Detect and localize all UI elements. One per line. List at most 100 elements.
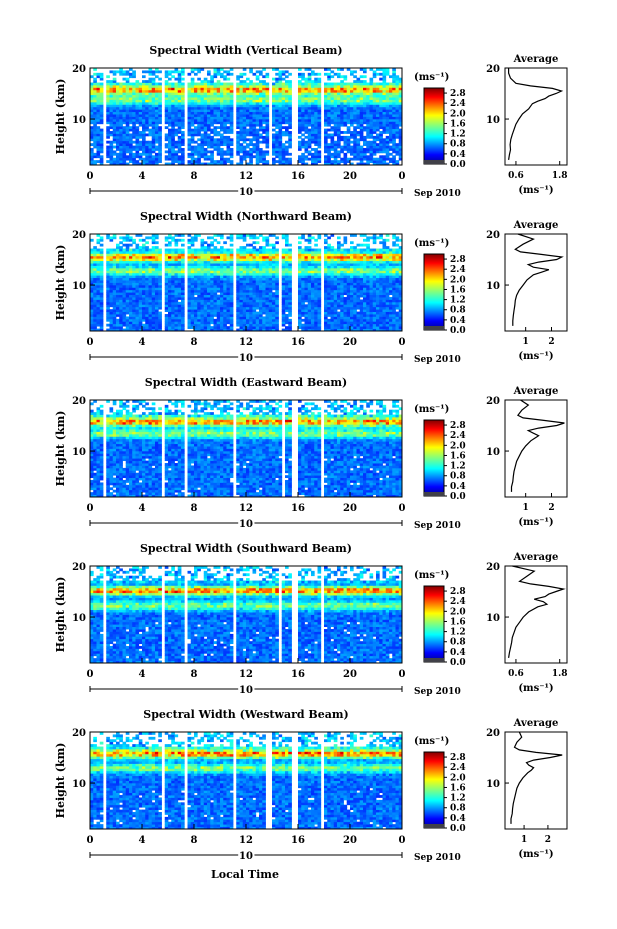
heatmap-cell [125, 265, 130, 269]
heatmap-cell [333, 123, 338, 127]
heatmap-cell [324, 114, 328, 117]
heatmap-cell [194, 267, 198, 271]
heatmap-cell [389, 131, 393, 134]
heatmap-cell [138, 299, 143, 303]
heatmap-cell [99, 133, 104, 137]
heatmap-cell [255, 145, 260, 149]
heatmap-cell [138, 306, 143, 310]
heatmap-cell [246, 282, 250, 286]
heatmap-cell [376, 133, 380, 137]
heatmap-cell [197, 116, 201, 120]
heatmap-cell [398, 116, 403, 120]
heatmap-cell [278, 118, 283, 122]
heatmap-cell [197, 282, 201, 286]
heatmap-cell [301, 104, 305, 108]
heatmap-cell [200, 104, 205, 108]
heatmap-cell [220, 234, 224, 237]
colorbar-tick-label: 1.6 [450, 119, 466, 129]
heatmap-cell [151, 80, 156, 83]
heatmap-cell [142, 106, 146, 110]
heatmap-cell [252, 301, 257, 305]
heatmap-cell [285, 70, 289, 74]
heatmap-cell [317, 131, 322, 134]
heatmap-cell [93, 272, 97, 276]
heatmap-cell [90, 275, 94, 279]
heatmap-cell [119, 236, 123, 240]
heatmap-cell [203, 106, 208, 110]
heatmap-cell [213, 253, 218, 257]
heatmap-cell [343, 97, 348, 100]
heatmap-cell [158, 277, 162, 281]
heatmap-cell [333, 89, 338, 93]
heatmap-cell [177, 114, 182, 117]
heatmap-cell [190, 250, 195, 254]
heatmap-cell [174, 316, 179, 320]
heatmap-cell [239, 263, 244, 266]
heatmap-cell [119, 72, 123, 76]
heatmap-cell [96, 323, 101, 327]
heatmap-cell [301, 72, 305, 76]
heatmap-cell [369, 131, 374, 134]
heatmap-cell [278, 111, 283, 115]
heatmap-cell [93, 270, 97, 274]
heatmap-cell [262, 275, 266, 279]
heatmap-cell [168, 275, 172, 279]
heatmap-cell [197, 143, 201, 146]
heatmap-cell [226, 143, 231, 146]
heatmap-cell [194, 272, 198, 276]
heatmap-cell [155, 304, 159, 308]
heatmap-cell [337, 138, 341, 142]
heatmap-cell [129, 258, 133, 262]
heatmap-cell [353, 131, 357, 134]
heatmap-cell [255, 260, 260, 264]
heatmap-cell [145, 280, 149, 283]
heatmap-cell [129, 309, 133, 312]
heatmap-cell [350, 94, 354, 98]
heatmap-cell [135, 321, 140, 325]
heatmap-cell [239, 92, 244, 96]
heatmap-cell [171, 272, 175, 276]
heatmap-cell [213, 260, 218, 264]
heatmap-cell [216, 68, 221, 71]
heatmap-cell [177, 138, 182, 142]
heatmap-cell [272, 106, 276, 110]
heatmap-cell [275, 89, 279, 93]
heatmap-cell [109, 280, 114, 283]
heatmap-cell [203, 265, 208, 269]
heatmap-cell [119, 301, 123, 305]
heatmap-cell [213, 140, 218, 144]
heatmap-cell [330, 111, 335, 115]
heatmap-cell [109, 162, 114, 166]
heatmap-cell [259, 133, 263, 137]
heatmap-cell [359, 148, 364, 151]
heatmap-cell [317, 133, 322, 137]
heatmap-cell [359, 104, 364, 108]
heatmap-cell [197, 311, 201, 315]
heatmap-cell [106, 250, 110, 254]
heatmap-cell [376, 138, 380, 142]
heatmap-cell [125, 72, 130, 76]
heatmap-cell [90, 263, 94, 266]
heatmap-cell [168, 143, 172, 146]
heatmap-cell [220, 94, 224, 98]
heatmap-cell [213, 304, 218, 308]
heatmap-cell [314, 135, 318, 139]
heatmap-cell [272, 111, 276, 115]
heatmap-cell [213, 68, 218, 71]
heatmap-cell [398, 77, 403, 81]
heatmap-cell [106, 301, 110, 305]
heatmap-cell [158, 92, 162, 96]
heatmap-cell [125, 111, 130, 115]
heatmap-cell [106, 109, 110, 113]
heatmap-cell [99, 106, 104, 110]
heatmap-cell [90, 289, 94, 293]
heatmap-cell [194, 106, 198, 110]
heatmap-cell [174, 123, 179, 127]
heatmap-cell [226, 316, 231, 320]
heatmap-cell [262, 152, 266, 156]
heatmap-cell [122, 87, 127, 91]
heatmap-cell [220, 114, 224, 117]
heatmap-cell [132, 148, 136, 151]
heatmap-cell [252, 84, 257, 88]
heatmap-cell [200, 68, 205, 71]
